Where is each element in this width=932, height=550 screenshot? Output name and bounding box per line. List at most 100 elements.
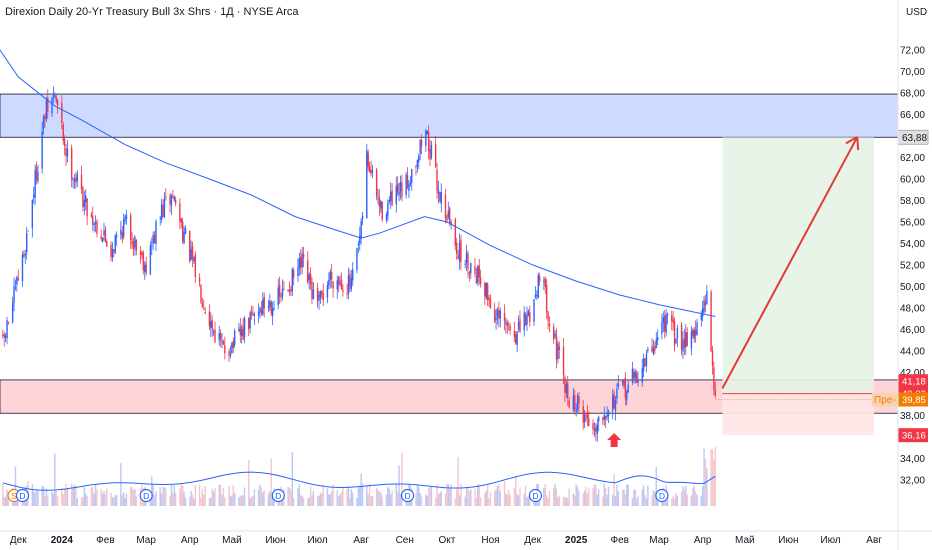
candle-body bbox=[583, 414, 586, 422]
candle-body bbox=[273, 308, 275, 310]
volume-bar bbox=[710, 449, 712, 506]
volume-bar bbox=[269, 491, 271, 506]
candle-body bbox=[26, 232, 28, 253]
volume-bar bbox=[676, 495, 679, 506]
candle-body bbox=[106, 241, 108, 247]
volume-bar bbox=[418, 487, 420, 506]
volume-bar bbox=[253, 489, 256, 506]
volume-bar bbox=[37, 490, 39, 506]
x-axis-tick-label: Дек bbox=[524, 535, 541, 546]
volume-bar bbox=[212, 491, 215, 506]
volume-bar bbox=[33, 490, 35, 506]
candles bbox=[2, 86, 717, 442]
dividend-marker-label: D bbox=[659, 491, 665, 501]
candle-body bbox=[104, 229, 107, 242]
volume-bar bbox=[194, 485, 197, 506]
volume-bar bbox=[336, 490, 338, 506]
candle-body bbox=[567, 382, 569, 399]
candle-body bbox=[634, 371, 636, 379]
candle-body bbox=[200, 284, 202, 303]
volume-bar bbox=[92, 486, 94, 506]
candle-body bbox=[55, 96, 57, 102]
candle-body bbox=[406, 175, 409, 188]
candle-body bbox=[190, 248, 192, 261]
candle-body bbox=[347, 275, 350, 294]
volume-bar bbox=[131, 487, 133, 506]
candle-body bbox=[701, 308, 704, 317]
volume-bar bbox=[357, 487, 360, 506]
candle-body bbox=[436, 169, 438, 191]
candle-body bbox=[696, 322, 698, 335]
candle-body bbox=[479, 277, 482, 285]
candle-body bbox=[34, 170, 36, 198]
volume-bar bbox=[181, 485, 184, 506]
candle-body bbox=[210, 320, 212, 328]
volume-bar bbox=[513, 488, 516, 506]
candle-body bbox=[597, 416, 600, 422]
y-axis-tick-label: 68,00 bbox=[900, 88, 925, 99]
volume-bar bbox=[474, 488, 476, 506]
candle-body bbox=[557, 343, 559, 360]
candle-body bbox=[574, 395, 576, 410]
volume-bar bbox=[446, 483, 448, 506]
volume-bar bbox=[319, 492, 322, 506]
candle-body bbox=[337, 277, 340, 285]
candle-body bbox=[214, 329, 216, 342]
volume-bar bbox=[523, 493, 525, 506]
candle-body bbox=[208, 311, 211, 327]
volume-bar bbox=[75, 485, 77, 506]
candle-body bbox=[132, 241, 135, 250]
candle-body bbox=[656, 336, 659, 341]
candle-body bbox=[183, 232, 185, 244]
candle-body bbox=[203, 308, 205, 310]
support-top-price-tag bbox=[898, 374, 928, 389]
candle-body bbox=[458, 242, 461, 262]
candle-body bbox=[395, 185, 398, 205]
candle-body bbox=[680, 324, 683, 350]
volume-bar bbox=[675, 493, 677, 506]
candle-body bbox=[283, 289, 285, 291]
volume-bar bbox=[690, 495, 693, 506]
candle-body bbox=[100, 236, 102, 239]
candle-body bbox=[654, 346, 656, 351]
candle-body bbox=[194, 254, 197, 277]
volume-bar bbox=[680, 492, 683, 506]
volume-bar bbox=[434, 497, 437, 506]
volume-bar bbox=[111, 497, 114, 506]
volume-bar bbox=[607, 486, 610, 506]
volume-bar bbox=[696, 494, 698, 506]
last-price-tag-text: 39,85 bbox=[902, 395, 926, 406]
stop-price-tag bbox=[898, 428, 928, 443]
candle-body bbox=[252, 313, 254, 316]
volume-bar bbox=[96, 489, 98, 506]
candle-body bbox=[673, 321, 676, 346]
volume-bar bbox=[55, 490, 57, 506]
candle-body bbox=[24, 254, 26, 256]
candle-body bbox=[281, 288, 284, 297]
candle-body bbox=[172, 196, 174, 198]
candle-body bbox=[552, 326, 555, 340]
volume-bar bbox=[110, 492, 112, 506]
volume-bar bbox=[596, 494, 598, 506]
volume-bar bbox=[208, 498, 211, 506]
volume-bar bbox=[489, 491, 492, 506]
volume-bar bbox=[672, 495, 674, 506]
candle-body bbox=[427, 131, 430, 152]
candle-body bbox=[585, 412, 587, 415]
volume-bar bbox=[597, 489, 600, 506]
volume-bar bbox=[617, 491, 620, 506]
candle-body bbox=[562, 346, 565, 376]
candle-body bbox=[614, 400, 617, 412]
volume-bar bbox=[395, 484, 398, 506]
candle-body bbox=[66, 148, 69, 157]
candle-body bbox=[63, 139, 66, 146]
volume-bar bbox=[493, 490, 496, 506]
volume-bar bbox=[204, 486, 206, 506]
volume-bar bbox=[713, 459, 715, 506]
candle-body bbox=[420, 139, 423, 147]
volume-bar bbox=[239, 496, 242, 506]
volume-bar bbox=[211, 488, 213, 506]
volume-bar bbox=[479, 497, 482, 506]
